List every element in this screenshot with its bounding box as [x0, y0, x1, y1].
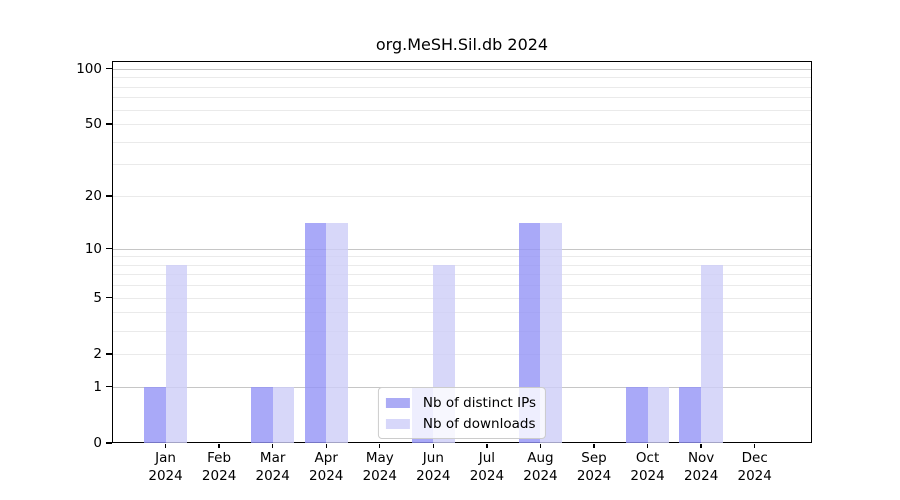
x-axis-tick-label: May 2024 — [362, 450, 397, 484]
x-axis-tick — [164, 443, 167, 448]
bar-nb-of-distinct-ips-apr — [304, 223, 327, 443]
y-gridline-minor — [113, 312, 811, 314]
x-axis-tick-label: Mar 2024 — [255, 450, 290, 484]
legend-label-distinct-ips: Nb of distinct IPs — [422, 394, 537, 411]
y-gridline-minor — [113, 256, 811, 258]
bar-nb-of-downloads-nov — [701, 264, 723, 443]
y-axis-tick-label: 5 — [93, 289, 102, 306]
x-axis-tick — [486, 443, 488, 448]
y-gridline-minor — [113, 330, 811, 332]
y-axis-tick-label: 20 — [84, 188, 102, 205]
y-axis-tick — [105, 247, 113, 250]
x-axis-tick — [218, 443, 220, 448]
x-axis-tick — [646, 443, 649, 448]
y-gridline-minor — [113, 97, 811, 99]
y-gridline-minor — [113, 141, 811, 143]
x-axis-tick-label: Jan 2024 — [148, 450, 183, 484]
bar-nb-of-distinct-ips-oct — [625, 386, 648, 443]
x-axis-tick — [593, 443, 595, 448]
x-axis-tick-label: Apr 2024 — [309, 450, 344, 484]
y-gridline-minor — [113, 86, 811, 88]
chart-title: org.MeSH.Sil.db 2024 — [375, 35, 549, 54]
y-axis-tick — [105, 68, 113, 70]
y-axis-tick-label: 1 — [93, 378, 102, 395]
x-axis-tick — [325, 443, 327, 448]
x-axis-tick-label: Aug 2024 — [523, 450, 558, 484]
x-axis-tick-label: Sep 2024 — [576, 450, 612, 484]
y-axis-tick — [105, 297, 113, 299]
y-gridline-minor — [113, 297, 811, 299]
y-gridline-minor — [113, 285, 811, 287]
y-gridline-major — [113, 248, 811, 250]
y-gridline-minor — [113, 77, 811, 79]
x-axis-tick — [700, 443, 702, 448]
y-axis-tick-label: 50 — [84, 116, 102, 133]
y-gridline-minor — [113, 124, 811, 126]
y-axis-tick-label: 10 — [84, 240, 102, 257]
legend-label-downloads: Nb of downloads — [422, 415, 536, 432]
legend-item-distinct-ips: Nb of distinct IPs — [385, 393, 537, 412]
bar-nb-of-downloads-oct — [647, 386, 670, 443]
bar-nb-of-downloads-mar — [272, 386, 295, 443]
bar-nb-of-distinct-ips-jan — [143, 386, 166, 443]
x-axis-tick-label: Jun 2024 — [416, 450, 451, 484]
y-gridline-minor — [113, 164, 811, 166]
bar-nb-of-downloads-jan — [165, 264, 188, 443]
bar-nb-of-downloads-aug — [540, 223, 563, 443]
plot-area: Nb of distinct IPs Nb of downloads — [112, 61, 812, 443]
y-axis-tick — [105, 386, 113, 388]
x-axis-tick-label: Jul 2024 — [469, 450, 505, 484]
legend-item-downloads: Nb of downloads — [385, 414, 536, 433]
bar-nb-of-distinct-ips-mar — [250, 386, 273, 443]
y-gridline-major — [113, 68, 811, 70]
y-axis-tick — [105, 442, 113, 444]
y-axis-tick-label: 0 — [93, 435, 102, 451]
x-axis-tick — [272, 443, 274, 448]
y-gridline-minor — [113, 274, 811, 276]
y-axis-tick-label: 100 — [76, 60, 102, 77]
legend-swatch-distinct-ips-icon — [385, 397, 410, 408]
x-axis-tick-label: Feb 2024 — [201, 450, 237, 484]
legend-swatch-downloads-icon — [385, 418, 410, 429]
y-gridline-minor — [113, 196, 811, 198]
bar-nb-of-distinct-ips-nov — [679, 386, 702, 443]
y-axis-tick — [105, 195, 113, 197]
x-axis-tick-label: Nov 2024 — [683, 450, 719, 484]
legend: Nb of distinct IPs Nb of downloads — [377, 387, 547, 439]
bar-nb-of-downloads-apr — [326, 223, 348, 443]
y-axis-tick-label: 2 — [93, 345, 102, 362]
y-axis-tick — [105, 123, 113, 125]
y-axis-tick — [105, 353, 113, 355]
x-axis-tick-label: Dec 2024 — [737, 450, 772, 484]
x-axis-tick — [432, 443, 434, 448]
y-gridline-minor — [113, 109, 811, 111]
x-axis-tick-label: Oct 2024 — [630, 450, 665, 484]
x-axis-tick — [754, 443, 756, 448]
y-gridline-minor — [113, 264, 811, 266]
x-axis-tick — [539, 443, 542, 448]
x-axis-tick — [379, 443, 381, 448]
y-gridline-minor — [113, 353, 811, 355]
